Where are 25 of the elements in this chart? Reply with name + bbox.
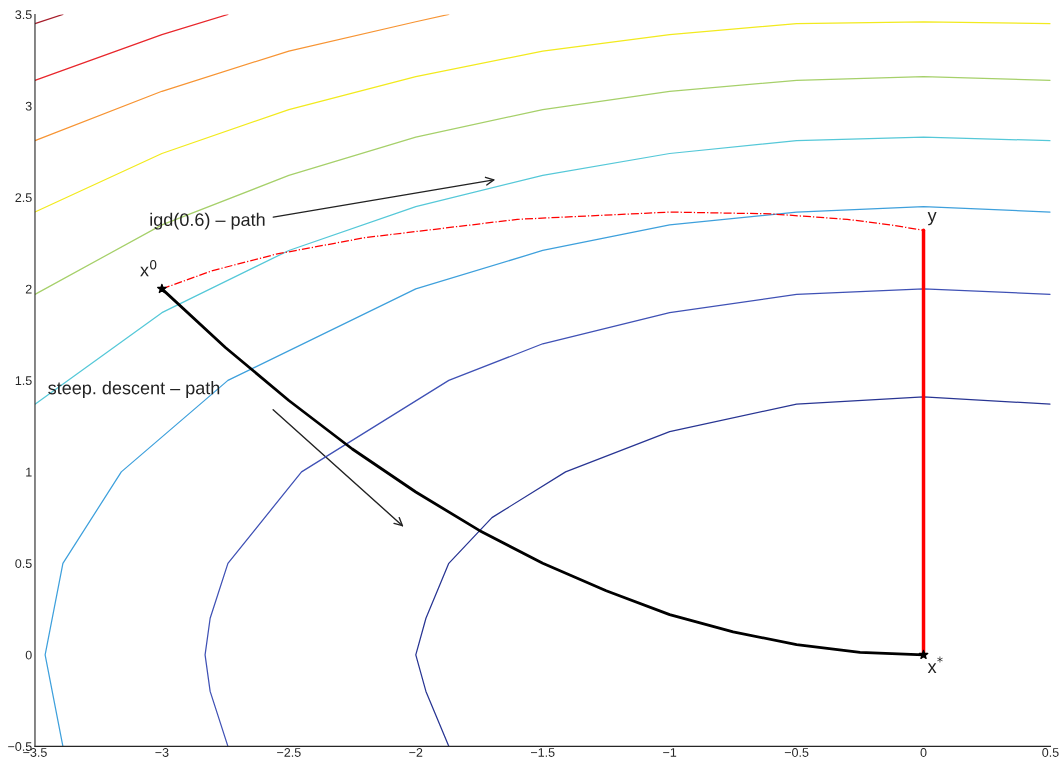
x-tick-label: −1 xyxy=(663,748,677,757)
line-series xyxy=(34,76,1051,296)
line-series xyxy=(34,21,1051,213)
y-tick-label: 2.5 xyxy=(15,193,32,203)
line-series xyxy=(34,136,1051,405)
x-tick-label: −0.5 xyxy=(784,748,809,757)
y-tick-label: 1.5 xyxy=(15,376,32,386)
x-tick-label: 0.5 xyxy=(1042,748,1059,757)
y-tick-label: 3 xyxy=(25,101,32,111)
x-tick-label: −2.5 xyxy=(277,748,301,757)
x-tick-label: −3 xyxy=(155,748,169,757)
line-series xyxy=(34,14,450,142)
y-tick-label: 3.5 xyxy=(15,10,32,20)
y-tick-label: 2 xyxy=(25,284,32,294)
line-series xyxy=(415,396,1051,747)
annotation: x$^{0}$ xyxy=(140,259,157,277)
annotation: x$^{*}$ xyxy=(927,656,943,673)
annotation: y xyxy=(927,211,937,226)
y-tick-label: 0 xyxy=(25,650,32,660)
x-tick-label: −1.5 xyxy=(531,748,555,757)
x-tick-label: 0 xyxy=(920,748,927,757)
y-tick-label: 0.5 xyxy=(15,559,32,568)
y-tick-label: 1 xyxy=(26,467,32,477)
x-tick-label: −2 xyxy=(409,748,423,757)
line-series xyxy=(44,205,1051,747)
